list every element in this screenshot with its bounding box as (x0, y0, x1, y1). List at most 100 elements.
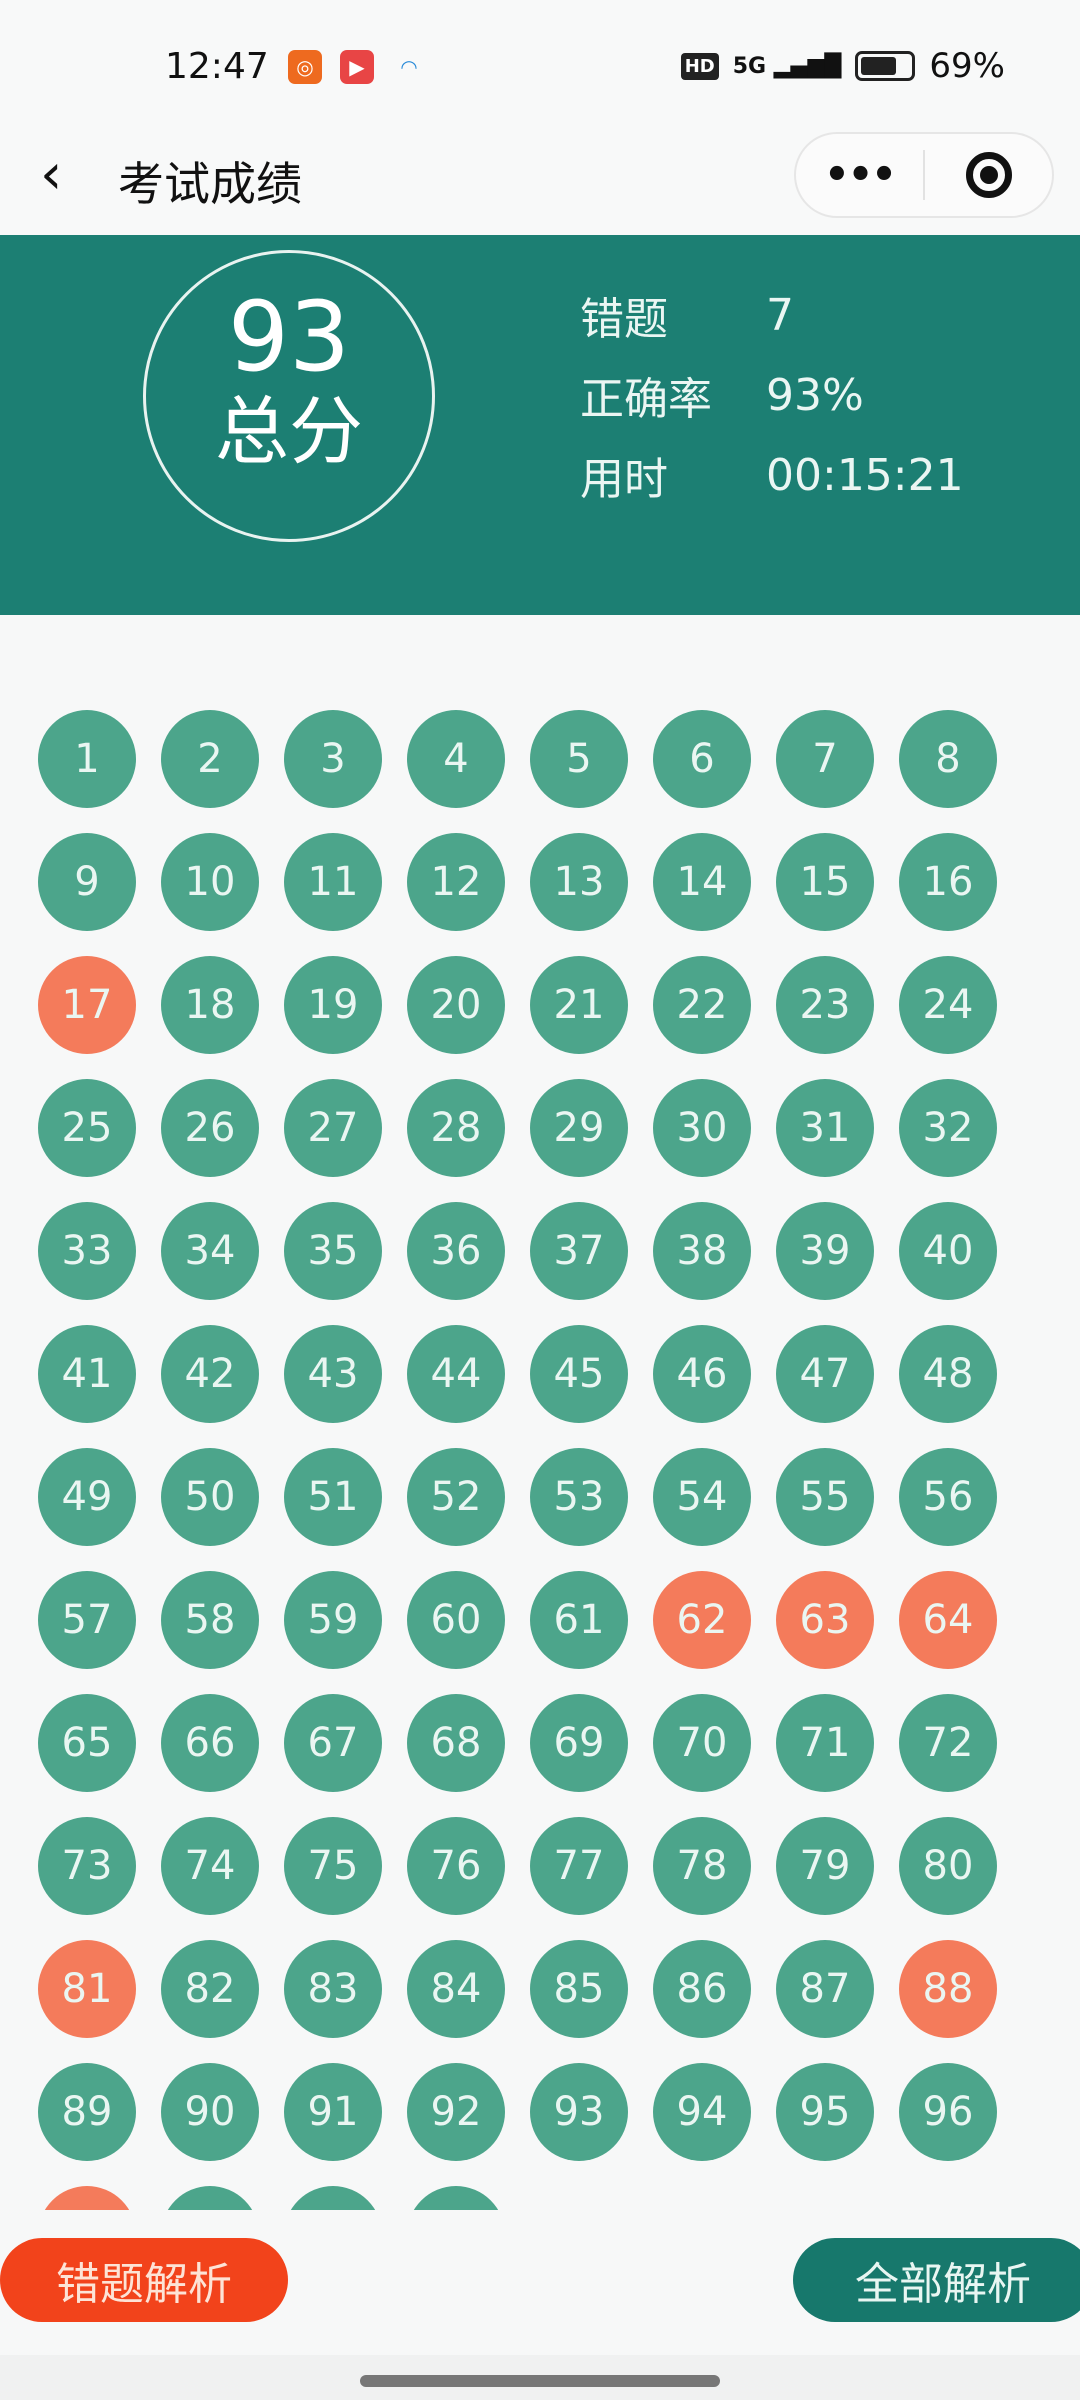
question-95-button[interactable]: 95 (776, 2063, 874, 2161)
question-54-button[interactable]: 54 (653, 1448, 751, 1546)
question-20-button[interactable]: 20 (407, 956, 505, 1054)
question-68-button[interactable]: 68 (407, 1694, 505, 1792)
question-29-button[interactable]: 29 (530, 1079, 628, 1177)
question-22-button[interactable]: 22 (653, 956, 751, 1054)
question-67-button[interactable]: 67 (284, 1694, 382, 1792)
question-6-button[interactable]: 6 (653, 710, 751, 808)
question-76-button[interactable]: 76 (407, 1817, 505, 1915)
question-90-button[interactable]: 90 (161, 2063, 259, 2161)
question-14-button[interactable]: 14 (653, 833, 751, 931)
question-83-button[interactable]: 83 (284, 1940, 382, 2038)
question-91-button[interactable]: 91 (284, 2063, 382, 2161)
question-34-button[interactable]: 34 (161, 1202, 259, 1300)
question-94-button[interactable]: 94 (653, 2063, 751, 2161)
question-37-button[interactable]: 37 (530, 1202, 628, 1300)
question-47-button[interactable]: 47 (776, 1325, 874, 1423)
question-89-button[interactable]: 89 (38, 2063, 136, 2161)
question-16-button[interactable]: 16 (899, 833, 997, 931)
question-33-button[interactable]: 33 (38, 1202, 136, 1300)
question-57-button[interactable]: 57 (38, 1571, 136, 1669)
question-41-button[interactable]: 41 (38, 1325, 136, 1423)
back-button[interactable]: ‹ (40, 142, 63, 207)
question-92-button[interactable]: 92 (407, 2063, 505, 2161)
question-81-button[interactable]: 81 (38, 1940, 136, 2038)
question-5-button[interactable]: 5 (530, 710, 628, 808)
question-56-button[interactable]: 56 (899, 1448, 997, 1546)
question-19-button[interactable]: 19 (284, 956, 382, 1054)
question-52-button[interactable]: 52 (407, 1448, 505, 1546)
question-71-button[interactable]: 71 (776, 1694, 874, 1792)
question-7-button[interactable]: 7 (776, 710, 874, 808)
question-9-button[interactable]: 9 (38, 833, 136, 931)
question-23-button[interactable]: 23 (776, 956, 874, 1054)
question-80-button[interactable]: 80 (899, 1817, 997, 1915)
question-15-button[interactable]: 15 (776, 833, 874, 931)
question-8-button[interactable]: 8 (899, 710, 997, 808)
question-32-button[interactable]: 32 (899, 1079, 997, 1177)
question-75-button[interactable]: 75 (284, 1817, 382, 1915)
question-59-button[interactable]: 59 (284, 1571, 382, 1669)
question-35-button[interactable]: 35 (284, 1202, 382, 1300)
question-partial-button[interactable] (38, 2186, 136, 2210)
question-17-button[interactable]: 17 (38, 956, 136, 1054)
question-partial-button[interactable] (161, 2186, 259, 2210)
question-39-button[interactable]: 39 (776, 1202, 874, 1300)
question-64-button[interactable]: 64 (899, 1571, 997, 1669)
question-77-button[interactable]: 77 (530, 1817, 628, 1915)
question-74-button[interactable]: 74 (161, 1817, 259, 1915)
wrong-analysis-button[interactable]: 错题解析 (0, 2238, 288, 2322)
question-10-button[interactable]: 10 (161, 833, 259, 931)
question-51-button[interactable]: 51 (284, 1448, 382, 1546)
question-28-button[interactable]: 28 (407, 1079, 505, 1177)
question-62-button[interactable]: 62 (653, 1571, 751, 1669)
question-53-button[interactable]: 53 (530, 1448, 628, 1546)
question-66-button[interactable]: 66 (161, 1694, 259, 1792)
question-12-button[interactable]: 12 (407, 833, 505, 931)
question-55-button[interactable]: 55 (776, 1448, 874, 1546)
question-49-button[interactable]: 49 (38, 1448, 136, 1546)
more-menu-button[interactable]: ••• (824, 152, 897, 198)
question-65-button[interactable]: 65 (38, 1694, 136, 1792)
question-79-button[interactable]: 79 (776, 1817, 874, 1915)
question-partial-button[interactable] (407, 2186, 505, 2210)
question-partial-button[interactable] (284, 2186, 382, 2210)
question-38-button[interactable]: 38 (653, 1202, 751, 1300)
question-58-button[interactable]: 58 (161, 1571, 259, 1669)
question-31-button[interactable]: 31 (776, 1079, 874, 1177)
question-73-button[interactable]: 73 (38, 1817, 136, 1915)
question-61-button[interactable]: 61 (530, 1571, 628, 1669)
question-42-button[interactable]: 42 (161, 1325, 259, 1423)
question-46-button[interactable]: 46 (653, 1325, 751, 1423)
question-40-button[interactable]: 40 (899, 1202, 997, 1300)
question-70-button[interactable]: 70 (653, 1694, 751, 1792)
question-93-button[interactable]: 93 (530, 2063, 628, 2161)
question-27-button[interactable]: 27 (284, 1079, 382, 1177)
question-21-button[interactable]: 21 (530, 956, 628, 1054)
question-43-button[interactable]: 43 (284, 1325, 382, 1423)
question-78-button[interactable]: 78 (653, 1817, 751, 1915)
question-87-button[interactable]: 87 (776, 1940, 874, 2038)
question-96-button[interactable]: 96 (899, 2063, 997, 2161)
close-miniprogram-button[interactable] (925, 152, 1052, 198)
question-48-button[interactable]: 48 (899, 1325, 997, 1423)
question-63-button[interactable]: 63 (776, 1571, 874, 1669)
question-4-button[interactable]: 4 (407, 710, 505, 808)
question-86-button[interactable]: 86 (653, 1940, 751, 2038)
question-1-button[interactable]: 1 (38, 710, 136, 808)
question-88-button[interactable]: 88 (899, 1940, 997, 2038)
question-44-button[interactable]: 44 (407, 1325, 505, 1423)
question-60-button[interactable]: 60 (407, 1571, 505, 1669)
question-30-button[interactable]: 30 (653, 1079, 751, 1177)
question-82-button[interactable]: 82 (161, 1940, 259, 2038)
question-25-button[interactable]: 25 (38, 1079, 136, 1177)
question-50-button[interactable]: 50 (161, 1448, 259, 1546)
question-69-button[interactable]: 69 (530, 1694, 628, 1792)
question-85-button[interactable]: 85 (530, 1940, 628, 2038)
question-36-button[interactable]: 36 (407, 1202, 505, 1300)
question-72-button[interactable]: 72 (899, 1694, 997, 1792)
question-3-button[interactable]: 3 (284, 710, 382, 808)
question-18-button[interactable]: 18 (161, 956, 259, 1054)
question-45-button[interactable]: 45 (530, 1325, 628, 1423)
question-24-button[interactable]: 24 (899, 956, 997, 1054)
home-indicator[interactable] (360, 2375, 720, 2387)
